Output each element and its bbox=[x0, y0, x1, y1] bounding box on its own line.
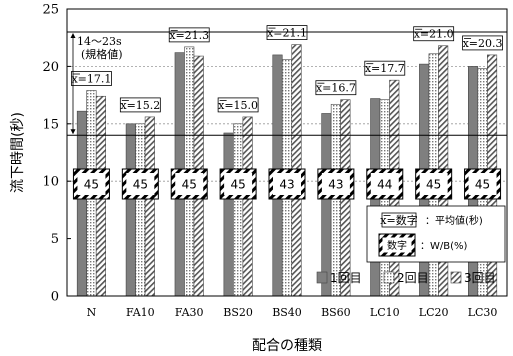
ytick-label-10: 10 bbox=[42, 175, 59, 190]
legend-mean-key-box bbox=[381, 212, 417, 228]
legend-wb-desc: ：W/B(%) bbox=[420, 241, 468, 252]
axis-labels: 流下時間(秒) 配合の種類 bbox=[10, 112, 322, 354]
y-axis-label: 流下時間(秒) bbox=[10, 112, 26, 193]
mean-label-BS60: x=16.7 bbox=[315, 80, 357, 96]
mean-label-LC20-box bbox=[413, 26, 455, 42]
wb-box-inner-BS60 bbox=[321, 173, 350, 195]
wb-box-inner-N bbox=[77, 173, 106, 195]
wb-label-BS40: 43 bbox=[279, 178, 294, 192]
x-axis-label: 配合の種類 bbox=[252, 338, 322, 354]
bar-N-series-1 bbox=[76, 110, 87, 297]
mean-label-LC20-text: x=21.0 bbox=[414, 28, 454, 41]
bar-BS60-series-2 bbox=[330, 103, 341, 297]
bar-FA10-series-1 bbox=[125, 123, 136, 297]
mean-label-N-text: x=17.1 bbox=[71, 73, 111, 86]
ytick-label-15: 15 bbox=[42, 117, 59, 132]
legend: x=数字 ：平均値(秒) 数字 ：W/B(%) 1回目 2回目 3回目 bbox=[316, 205, 506, 285]
mean-label-FA10: x=15.2 bbox=[119, 97, 161, 113]
bar-BS60-series-1 bbox=[321, 113, 332, 297]
wb-box-inner-FA30 bbox=[175, 173, 204, 195]
spec-arrow-head-up bbox=[70, 32, 76, 38]
mean-label-LC20: x=21.0 bbox=[413, 26, 455, 42]
xtick-label-LC30: LC30 bbox=[468, 306, 498, 319]
wb-label-BS60: 43 bbox=[328, 178, 343, 192]
xtick-label-N: N bbox=[87, 306, 97, 319]
wb-box-inner-LC10 bbox=[370, 173, 399, 195]
legend-label-1: 1回目 bbox=[330, 271, 362, 285]
plot-frame bbox=[66, 8, 508, 297]
mean-label-FA30: x=21.3 bbox=[168, 27, 210, 43]
axes: 0 5 10 15 20 25 N FA10 FA30 BS20 BS40 BS60 LC10 LC20 L… bbox=[42, 3, 508, 319]
mean-label-LC10-text: x=17.7 bbox=[365, 62, 405, 75]
legend-label-2: 2回目 bbox=[397, 271, 429, 285]
mean-label-LC10-box bbox=[364, 60, 406, 76]
wb-label-N: 45 bbox=[84, 178, 99, 192]
legend-wb-key: 数字 bbox=[387, 239, 407, 252]
ytick-label-20: 20 bbox=[42, 60, 59, 75]
bar-FA10-series-3 bbox=[144, 116, 155, 297]
mean-label-BS20-text: x=15.0 bbox=[218, 99, 258, 112]
bar-BS20-series-2 bbox=[233, 123, 244, 297]
bar-BS20-series-3 bbox=[242, 116, 253, 297]
xtick-label-BS60: BS60 bbox=[321, 306, 351, 319]
mean-label-LC30-box bbox=[462, 35, 503, 51]
legend-swatch-1 bbox=[316, 271, 328, 284]
wb-label-BS20: 45 bbox=[230, 178, 245, 192]
xtick-label-FA10: FA10 bbox=[126, 306, 155, 319]
mean-label-FA10-box bbox=[119, 97, 161, 113]
bar-BS20-series-1 bbox=[223, 132, 234, 297]
mean-label-BS20: x=15.0 bbox=[217, 97, 259, 113]
mean-label-LC30-text: x=20.3 bbox=[463, 37, 503, 50]
ytick-label-25: 25 bbox=[42, 3, 59, 18]
ytick-label-5: 5 bbox=[51, 232, 59, 247]
mean-label-LC10: x=17.7 bbox=[364, 60, 406, 76]
spec-arrow-head-down bbox=[70, 129, 76, 135]
legend-mean-key-text: x=数字 bbox=[380, 213, 417, 227]
wb-box-inner-LC30 bbox=[468, 173, 497, 195]
legend-mean-desc: ：平均値(秒) bbox=[425, 214, 483, 227]
mean-labels: x=17.1 x=15.2 x=21.3 x=15.0 x=21.1 x=16.7 x=17… bbox=[71, 25, 503, 113]
ytick-label-0: 0 bbox=[51, 290, 59, 305]
spec-range-note: (規格値) bbox=[81, 47, 123, 61]
wb-label-FA10: 45 bbox=[133, 178, 148, 192]
mean-label-FA30-text: x=21.3 bbox=[169, 29, 209, 42]
spec-range-text: 14～23s bbox=[77, 35, 122, 48]
mean-label-LC30: x=20.3 bbox=[462, 35, 503, 51]
mean-label-BS40-text: x=21.1 bbox=[267, 27, 307, 40]
mean-label-BS60-box bbox=[315, 80, 357, 96]
mean-label-FA10-text: x=15.2 bbox=[120, 99, 160, 112]
wb-box-inner-LC20 bbox=[419, 173, 448, 195]
legend-wb-box-inner bbox=[382, 237, 412, 253]
xtick-label-BS40: BS40 bbox=[272, 306, 302, 319]
mean-label-FA30-box bbox=[168, 27, 210, 43]
mean-label-BS20-box bbox=[217, 97, 259, 113]
bar-FA10-series-2 bbox=[135, 123, 146, 297]
mean-label-N: x=17.1 bbox=[71, 71, 112, 86]
wb-label-LC30: 45 bbox=[475, 178, 490, 192]
wb-labels: 45 45 45 45 43 43 44 45 45 bbox=[72, 168, 502, 200]
legend-mean-key: x=数字 bbox=[380, 212, 418, 228]
legend-swatch-2 bbox=[383, 271, 395, 284]
legend-swatch-3 bbox=[450, 271, 462, 284]
legend-label-3: 3回目 bbox=[464, 271, 496, 285]
mean-label-BS40-box bbox=[266, 25, 308, 40]
xtick-label-FA30: FA30 bbox=[175, 306, 204, 319]
mean-label-BS60-text: x=16.7 bbox=[316, 82, 356, 95]
xtick-label-BS20: BS20 bbox=[223, 306, 253, 319]
mean-label-BS40: x=21.1 bbox=[266, 25, 308, 40]
wb-label-LC10: 44 bbox=[377, 178, 392, 192]
xtick-label-LC10: LC10 bbox=[370, 306, 400, 319]
wb-label-FA30: 45 bbox=[182, 178, 197, 192]
spec-range: 14～23s(規格値) bbox=[67, 31, 507, 136]
wb-box-inner-FA10 bbox=[126, 173, 155, 195]
mean-label-N-box bbox=[71, 71, 112, 86]
xtick-label-LC20: LC20 bbox=[419, 306, 449, 319]
wb-box-inner-BS20 bbox=[224, 173, 253, 195]
wb-box-inner-BS40 bbox=[273, 173, 301, 195]
wb-label-LC20: 45 bbox=[426, 178, 441, 192]
